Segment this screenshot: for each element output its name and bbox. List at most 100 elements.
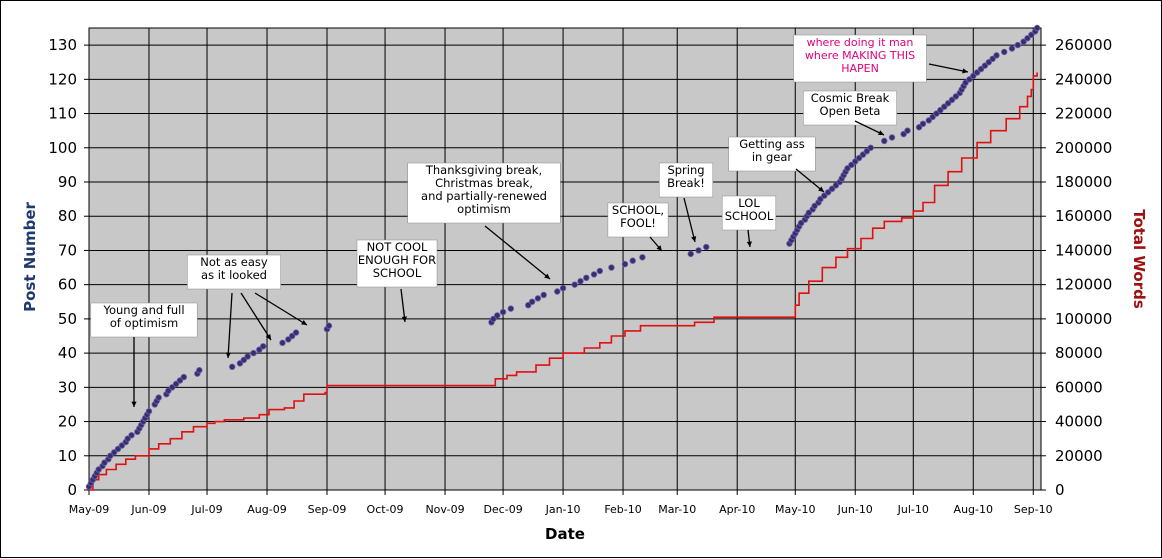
annotation-arrow [928,63,969,73]
post-point [540,291,547,299]
post-point [1008,45,1016,52]
post-point [590,271,598,278]
annotation-label: SCHOOL [373,266,422,280]
annotation-label: FOOL! [620,216,656,230]
right-tick-label: 20000 [1055,447,1103,465]
x-tick-label: Aug-10 [954,503,993,516]
post-point [629,257,636,264]
x-tick-label: Jul-09 [190,503,222,516]
post-point [571,281,578,288]
annotation-box [793,34,927,83]
right-tick-label: 80000 [1055,344,1103,362]
post-point [128,432,135,439]
x-tick-label: Jul-10 [897,503,929,516]
post-point [180,373,188,381]
right-axis-title: Total Words [1130,209,1148,309]
post-point [867,144,874,151]
annotation-arrow [240,292,272,341]
annotation-label: SCHOOL [725,209,774,223]
x-tick-label: Jun-10 [837,503,873,516]
right-axis-ticks: 0 20000 40000 60000 80000 100000 120000 140000 1… [1041,36,1112,499]
post-point [155,394,162,401]
annotation-label: Break! [667,176,705,190]
words-line [89,72,1038,491]
post-point [228,363,236,370]
post-point [1033,24,1041,32]
annotation-arrowhead [962,68,968,74]
annotation-label: and partially-renewed [421,189,547,203]
annotation-label: Young and full [102,303,184,317]
annotation-arrowhead [544,273,550,279]
x-tick-label: Feb-10 [604,503,641,516]
annotation-label: Spring [667,163,704,177]
x-axis-ticks: May-09 Jun-09 Jul-09 Aug-09 Sep-09 Oct-09 Nov-… [69,490,1053,516]
x-tick-label: Oct-09 [367,503,404,516]
post-point [554,288,561,295]
left-tick-label: 30 [58,378,77,396]
right-tick-label: 220000 [1055,105,1112,123]
post-point [904,127,911,134]
annotation-arrow [254,292,308,326]
left-tick-label: 10 [58,447,77,465]
right-tick-label: 40000 [1055,413,1103,431]
x-tick-label: May-10 [775,503,816,516]
annotation-arrowhead [746,241,752,247]
left-tick-label: 0 [67,481,77,499]
post-point [534,295,542,302]
post-point [1014,41,1021,49]
right-tick-label: 120000 [1055,276,1112,294]
annotation-label: in gear [752,150,793,164]
post-point [244,353,251,360]
right-tick-label: 200000 [1055,139,1112,157]
annotation-arrow [683,197,696,243]
right-tick-label: 100000 [1055,310,1112,328]
left-tick-label: 110 [48,105,77,123]
annotation-label: of optimism [110,316,178,330]
post-point [507,305,515,312]
annotation-arrowhead [878,130,884,136]
x-tick-label: Jan-10 [545,503,581,516]
annotation-box [607,202,669,238]
left-axis-title: Post Number [21,202,39,312]
x-tick-label: Mar-10 [658,503,696,516]
annotation-label: where MAKING THIS [805,49,915,62]
right-tick-label: 180000 [1055,173,1112,191]
annotation-box [658,162,714,198]
annotation-label: NOT COOL [367,240,428,254]
annotation-label: Getting ass [739,137,804,151]
post-point [499,308,507,316]
annotation-label: ENOUGH FOR [358,253,436,267]
left-tick-label: 50 [58,310,77,328]
words-series [89,72,1038,491]
annotation-arrowhead [818,186,824,192]
annotation-box [90,302,198,338]
right-tick-label: 60000 [1055,378,1103,396]
post-point [881,137,888,145]
annotation-label: LOL [738,196,760,210]
post-point [621,260,629,268]
left-tick-label: 90 [58,173,77,191]
annotation-arrow [400,288,406,323]
annotation-arrow [795,168,825,193]
left-tick-label: 60 [58,276,77,294]
annotation-arrow [227,292,233,359]
annotation-label: Not as easy [200,255,268,269]
x-tick-label: Sep-09 [308,503,347,516]
annotation-box [728,136,816,172]
x-tick-label: Aug-09 [247,503,286,516]
post-point [494,312,501,319]
post-point [559,284,567,292]
post-point [993,52,1000,59]
annotation-box [187,254,281,290]
x-tick-label: Nov-09 [425,503,464,516]
annotation-arrowhead [691,236,697,242]
annotation-label: as it looked [201,268,267,282]
grid [89,28,1041,490]
post-point [919,120,927,128]
annotation-arrowhead [131,401,137,407]
post-point [577,278,584,285]
post-point [292,329,300,336]
annotation-label: optimism [457,202,511,216]
